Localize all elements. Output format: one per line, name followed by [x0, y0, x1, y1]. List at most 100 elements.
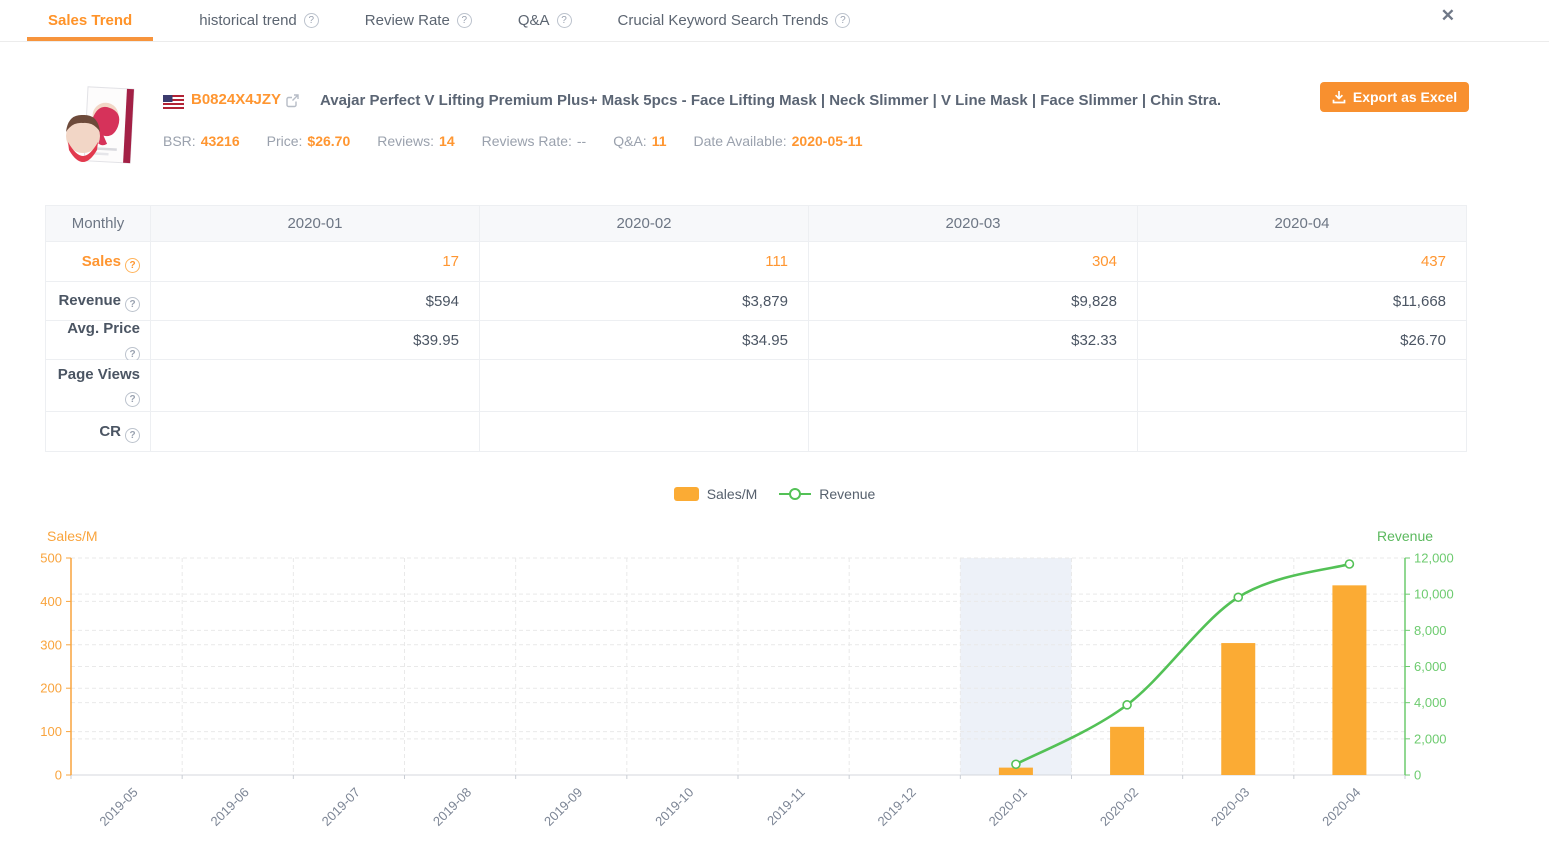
table-cell	[809, 360, 1138, 412]
line-marker-icon	[779, 488, 812, 500]
table-cell	[480, 360, 809, 412]
bar-2020-04	[1332, 585, 1367, 775]
chart-legend: Sales/M Revenue	[0, 486, 1549, 502]
table-cell: $11,668	[1138, 282, 1467, 321]
product-title: Avajar Perfect V Lifting Premium Plus+ M…	[320, 92, 1220, 109]
tab-label: historical trend	[199, 12, 297, 29]
table-cell: 304	[809, 242, 1138, 282]
help-icon[interactable]: ?	[125, 392, 140, 408]
row-label-text: Avg. Price	[67, 320, 140, 338]
tab-label: Q&A	[517, 12, 550, 29]
stat-bsr: BSR: 43216	[163, 133, 240, 149]
bar-swatch-icon	[673, 487, 699, 501]
revenue-marker	[1233, 592, 1244, 603]
export-as-excel-button[interactable]: Export as Excel	[1320, 82, 1469, 112]
left-axis-tick-label: 500	[40, 551, 62, 566]
row-label-text: Page Views	[57, 365, 140, 383]
row-label-text: Revenue	[58, 292, 121, 309]
table-cell: 17	[151, 242, 480, 282]
gridlines	[71, 557, 1405, 775]
product-stats: BSR: 43216 Price: $26.70 Reviews: 14 Rev…	[163, 133, 862, 149]
left-axis-tick-label: 200	[40, 681, 62, 696]
right-axis-tick-label: 6,000	[1414, 659, 1447, 674]
x-axis-tick-label: 2019-05	[96, 785, 140, 829]
table-col-header: 2020-02	[480, 206, 809, 242]
right-axis-tick-label: 4,000	[1414, 695, 1447, 710]
stat-value: 43216	[200, 133, 240, 149]
x-axis-tick-label: 2019-10	[652, 785, 696, 829]
row-label-cr: CR?	[46, 412, 151, 452]
table-cell: $9,828	[809, 282, 1138, 321]
revenue-marker	[1344, 559, 1355, 569]
table-cell: $594	[151, 282, 480, 321]
stat-value: 11	[651, 133, 667, 149]
us-flag-icon	[163, 95, 184, 109]
legend-label: Sales/M	[706, 486, 758, 502]
row-label-page-views: Page Views?	[46, 360, 151, 412]
table-col-header: 2020-01	[151, 206, 480, 242]
stat-value: --	[576, 133, 587, 149]
help-icon[interactable]: ?	[835, 13, 851, 28]
stat-label: Q&A:	[613, 133, 647, 149]
export-button-label: Export as Excel	[1352, 89, 1458, 105]
left-axis-title: Sales/M	[47, 528, 98, 544]
x-axis-tick-label: 2019-12	[875, 785, 919, 829]
right-axis-tick-label: 2,000	[1414, 731, 1447, 746]
help-icon[interactable]: ?	[456, 13, 472, 28]
table-cell: $3,879	[480, 282, 809, 321]
tab-review-rate[interactable]: Review Rate ?	[365, 0, 472, 41]
x-axis-labels: 2019-05 2019-06 2019-07 2019-08 2019-09 2019-…	[96, 785, 1363, 829]
tab-label: Crucial Keyword Search Trends	[617, 12, 829, 29]
x-axis-tick-label: 2019-08	[430, 785, 474, 829]
tab-qa[interactable]: Q&A ?	[518, 0, 572, 41]
external-link-icon[interactable]	[285, 93, 300, 108]
tab-label: Review Rate	[364, 12, 450, 29]
table-cell	[1138, 360, 1467, 412]
close-icon[interactable]: ✕	[1437, 2, 1459, 30]
help-icon[interactable]: ?	[125, 427, 140, 443]
table-col-header: 2020-04	[1138, 206, 1467, 242]
monthly-data-table: Monthly 2020-01 2020-02 2020-03 2020-04 …	[45, 205, 1467, 452]
stat-date-available: Date Available: 2020-05-11	[694, 133, 863, 149]
table-cell: $39.95	[151, 321, 480, 360]
download-icon	[1332, 91, 1346, 104]
row-label-text: CR	[99, 422, 121, 440]
tab-crucial-keyword-search-trends[interactable]: Crucial Keyword Search Trends ?	[618, 0, 851, 41]
left-axis-tick-label: 300	[40, 637, 62, 652]
bar-2020-03	[1221, 643, 1256, 775]
table-cell: $26.70	[1138, 321, 1467, 360]
sales-bars	[998, 585, 1367, 775]
x-axis-tick-label: 2020-01	[986, 785, 1030, 829]
revenue-marker	[1011, 759, 1021, 770]
bar-2020-01	[998, 767, 1033, 775]
stat-value: 14	[439, 133, 455, 149]
tab-bar: Sales Trend historical trend ? Review Ra…	[0, 0, 1549, 42]
table-cell: 111	[480, 242, 809, 282]
asin-link[interactable]: B0824X4JZY	[191, 91, 282, 108]
table-col-header: 2020-03	[809, 206, 1138, 242]
x-axis-tick-label: 2020-04	[1319, 785, 1363, 829]
legend-item-sales[interactable]: Sales/M	[673, 486, 758, 502]
stat-label: Reviews:	[377, 133, 435, 149]
row-label-revenue: Revenue?	[46, 282, 151, 321]
left-axis-tick-label: 0	[55, 768, 62, 783]
legend-item-revenue[interactable]: Revenue	[779, 486, 875, 502]
x-axis-tick-label: 2019-11	[764, 785, 808, 829]
table-cell	[1138, 412, 1467, 452]
legend-label: Revenue	[819, 486, 876, 502]
help-icon[interactable]: ?	[303, 13, 319, 28]
tab-sales-trend[interactable]: Sales Trend	[27, 0, 154, 41]
table-cell: $32.33	[809, 321, 1138, 360]
stat-label: Price:	[266, 133, 303, 149]
help-icon[interactable]: ?	[125, 297, 140, 312]
right-axis-tick-label: 0	[1414, 768, 1421, 783]
tab-historical-trend[interactable]: historical trend ?	[199, 0, 319, 41]
tab-label: Sales Trend	[48, 12, 133, 29]
stat-reviews-rate: Reviews Rate: --	[482, 133, 587, 149]
left-axis-tick-label: 100	[40, 724, 62, 739]
help-icon[interactable]: ?	[556, 13, 572, 28]
help-icon[interactable]: ?	[125, 257, 140, 273]
stat-price: Price: $26.70	[267, 133, 351, 149]
table-corner-header: Monthly	[46, 206, 151, 242]
